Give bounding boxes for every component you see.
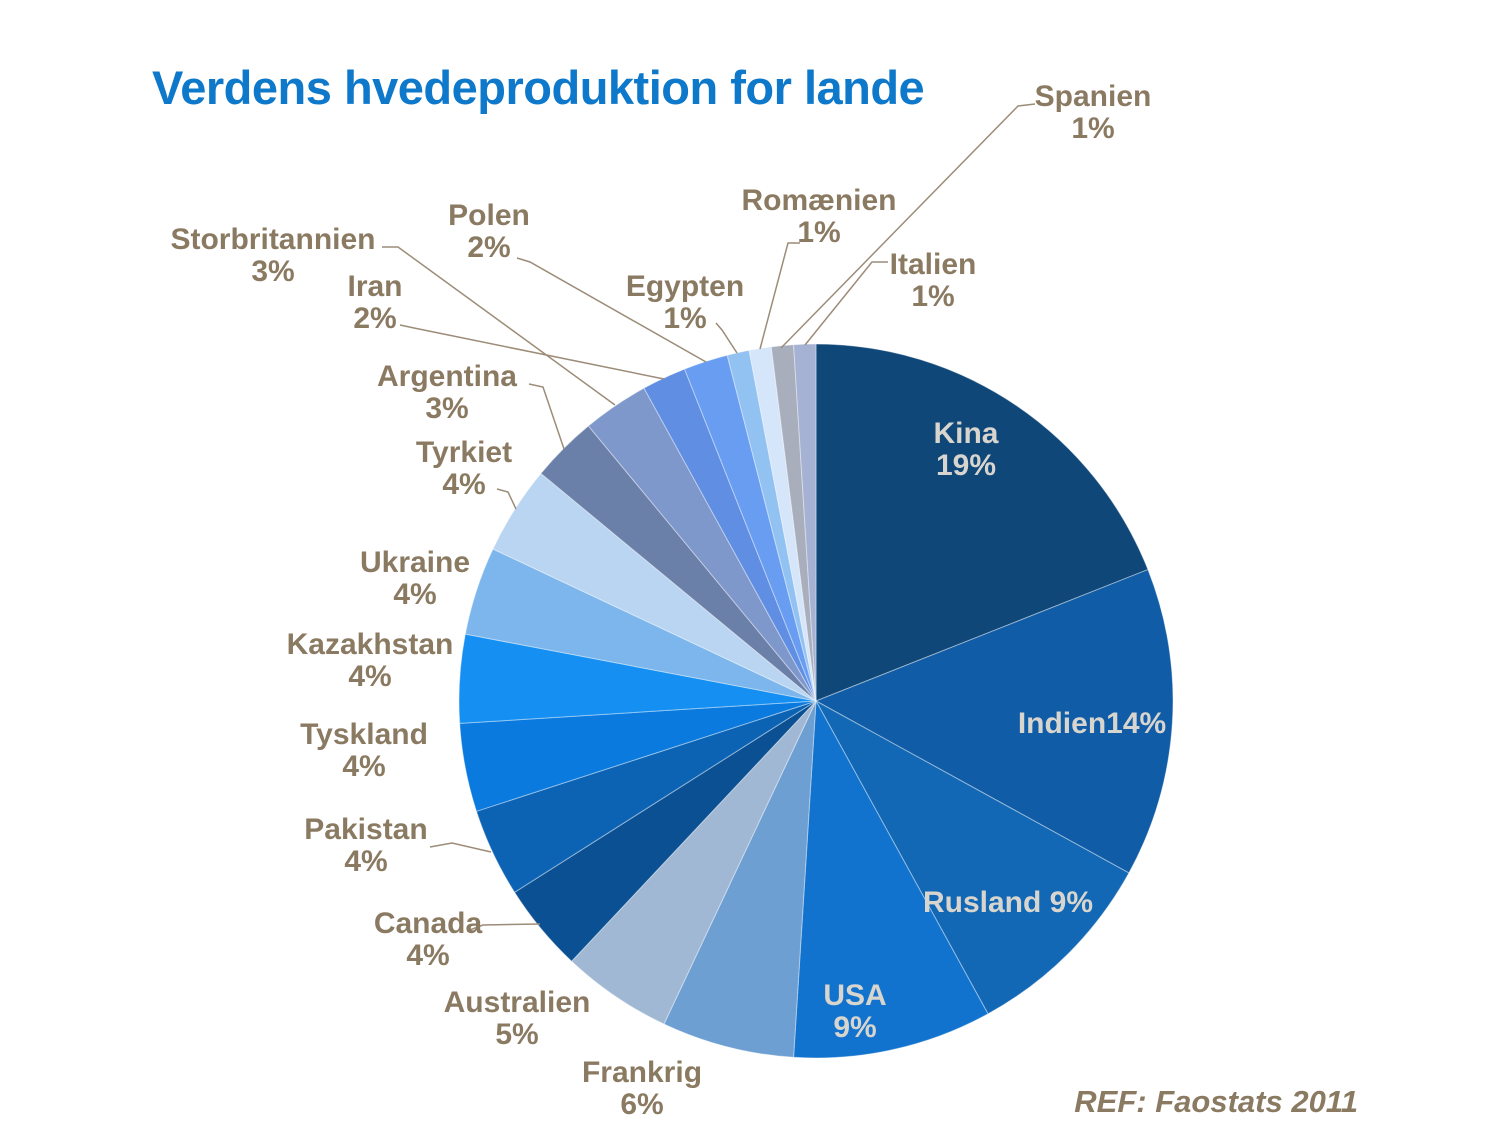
pie-slice-pakistan <box>475 700 817 893</box>
leader-line-romaenien <box>759 242 800 350</box>
pie-slice-australien <box>571 700 817 1025</box>
leader-line-italien <box>804 261 888 346</box>
slice-label-pakistan: Pakistan 4% <box>304 813 427 878</box>
leader-line-iran <box>399 324 665 380</box>
pie-slices <box>458 343 1174 1059</box>
leader-line-spanien <box>780 103 1036 349</box>
slice-label-italien: Italien 1% <box>890 248 977 313</box>
leader-lines <box>382 103 1036 932</box>
slice-label-canada: Canada 4% <box>374 907 483 972</box>
slice-label-kazakhstan: Kazakhstan 4% <box>287 628 454 693</box>
pie-slice-egypten <box>726 349 817 702</box>
slice-label-rusland: Rusland 9% <box>923 886 1093 919</box>
slice-label-storbritannien: Storbritannien 3% <box>170 223 375 288</box>
pie-slice-kazakhstan <box>458 633 817 724</box>
leader-line-tyrkiet <box>496 488 517 510</box>
pie-slice-rusland <box>815 700 1130 1015</box>
slice-labels: Kina 19% Indien14% Rusland 9% USA 9% Frankrig 6… <box>170 80 1166 1121</box>
pie-slice-kina <box>815 343 1149 702</box>
slice-label-spanien: Spanien 1% <box>1035 80 1152 145</box>
slice-label-kina: Kina 19% <box>933 417 998 482</box>
slice-label-iran: Iran 2% <box>347 270 402 335</box>
leader-line-storbritannien <box>382 246 616 406</box>
leader-line-egypten <box>715 322 738 354</box>
leader-line-pakistan <box>429 842 492 853</box>
pie-slice-iran <box>643 368 817 702</box>
pie-slice-tyskland <box>459 700 817 812</box>
slice-label-romaenien: Romænien 1% <box>741 184 896 249</box>
leader-line-argentina <box>528 383 565 450</box>
pie-slice-indien <box>815 569 1174 874</box>
slice-label-tyskland: Tyskland 4% <box>300 718 428 783</box>
slice-label-ukraine: Ukraine 4% <box>360 546 470 611</box>
chart-title: Verdens hvedeproduktion for lande <box>152 61 925 114</box>
slice-label-frankrig: Frankrig 6% <box>582 1056 702 1121</box>
pie-slice-storbritannien <box>587 387 817 702</box>
pie-slice-ukraine <box>464 548 817 702</box>
slice-label-usa: USA 9% <box>823 979 886 1044</box>
source-ref: REF: Faostats 2011 <box>1074 1084 1358 1119</box>
leader-line-polen <box>516 257 707 363</box>
slice-label-indien: Indien14% <box>1018 707 1166 740</box>
pie-slice-usa <box>793 700 989 1059</box>
slice-label-australien: Australien 5% <box>444 986 591 1051</box>
pie-slice-tyrkiet <box>492 472 817 702</box>
slice-label-tyrkiet: Tyrkiet 4% <box>416 436 512 501</box>
pie-slice-canada <box>514 700 817 962</box>
slice-label-polen: Polen 2% <box>448 199 530 264</box>
pie-slice-frankrig <box>663 700 817 1058</box>
slice-label-egypten: Egypten 1% <box>626 270 744 335</box>
slice-label-argentina: Argentina 3% <box>377 360 517 425</box>
leader-line-canada <box>466 923 541 932</box>
